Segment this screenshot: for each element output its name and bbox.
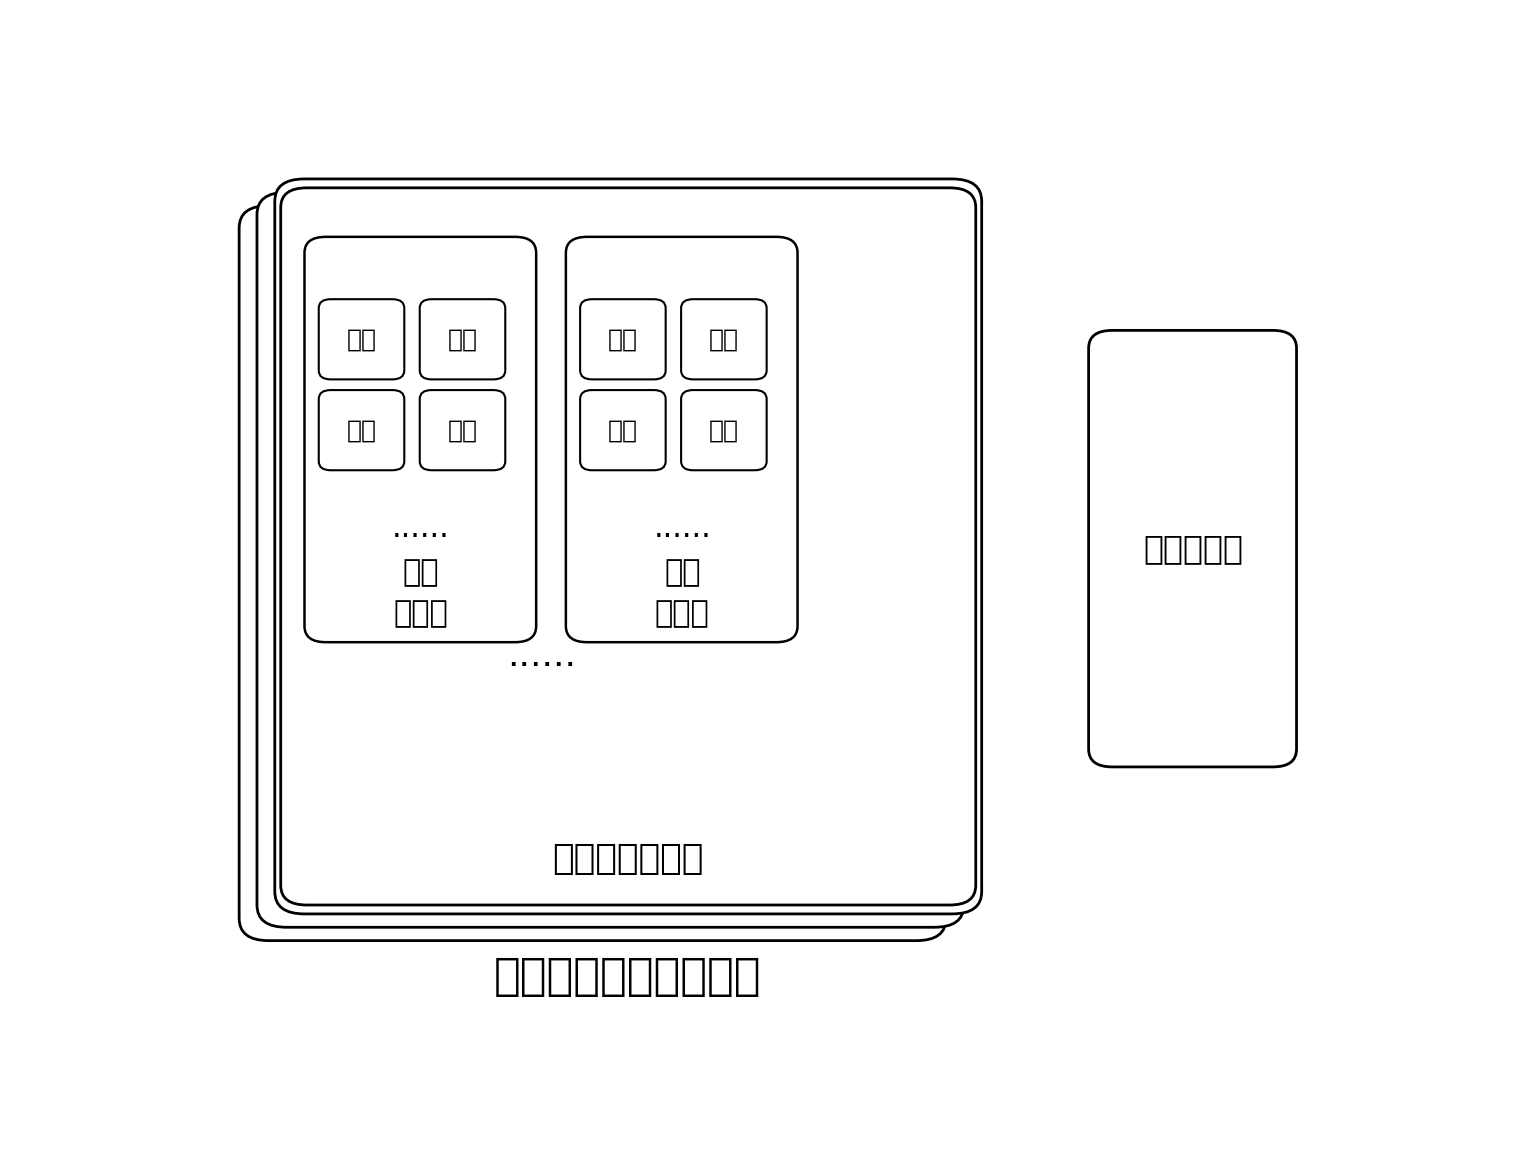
Text: 主控子系统: 主控子系统 <box>1144 532 1243 565</box>
FancyBboxPatch shape <box>1088 331 1297 767</box>
Text: 内核: 内核 <box>448 418 477 442</box>
Text: 内核: 内核 <box>609 418 638 442</box>
FancyBboxPatch shape <box>681 390 766 470</box>
FancyBboxPatch shape <box>420 390 506 470</box>
FancyBboxPatch shape <box>420 300 506 379</box>
FancyBboxPatch shape <box>566 237 797 642</box>
Text: 内核: 内核 <box>346 327 377 352</box>
FancyBboxPatch shape <box>319 300 405 379</box>
FancyBboxPatch shape <box>319 390 405 470</box>
Text: 嵌入式多核处理器平台: 嵌入式多核处理器平台 <box>494 955 762 997</box>
FancyBboxPatch shape <box>579 300 665 379</box>
Text: 内核: 内核 <box>448 327 477 352</box>
FancyBboxPatch shape <box>258 192 964 927</box>
Text: 数据处理子系统: 数据处理子系统 <box>552 841 704 876</box>
Text: ......: ...... <box>653 514 711 543</box>
Text: 内核: 内核 <box>708 327 739 352</box>
Text: 多核
处理器: 多核 处理器 <box>394 559 448 628</box>
FancyBboxPatch shape <box>579 390 665 470</box>
FancyBboxPatch shape <box>305 237 537 642</box>
Text: 多核
处理器: 多核 处理器 <box>655 559 710 628</box>
Text: 内核: 内核 <box>609 327 638 352</box>
FancyBboxPatch shape <box>274 179 981 914</box>
FancyBboxPatch shape <box>281 187 975 905</box>
FancyBboxPatch shape <box>681 300 766 379</box>
Text: 内核: 内核 <box>346 418 377 442</box>
Text: 内核: 内核 <box>708 418 739 442</box>
Text: ......: ...... <box>507 639 576 672</box>
Text: ......: ...... <box>392 514 449 543</box>
FancyBboxPatch shape <box>239 206 946 941</box>
